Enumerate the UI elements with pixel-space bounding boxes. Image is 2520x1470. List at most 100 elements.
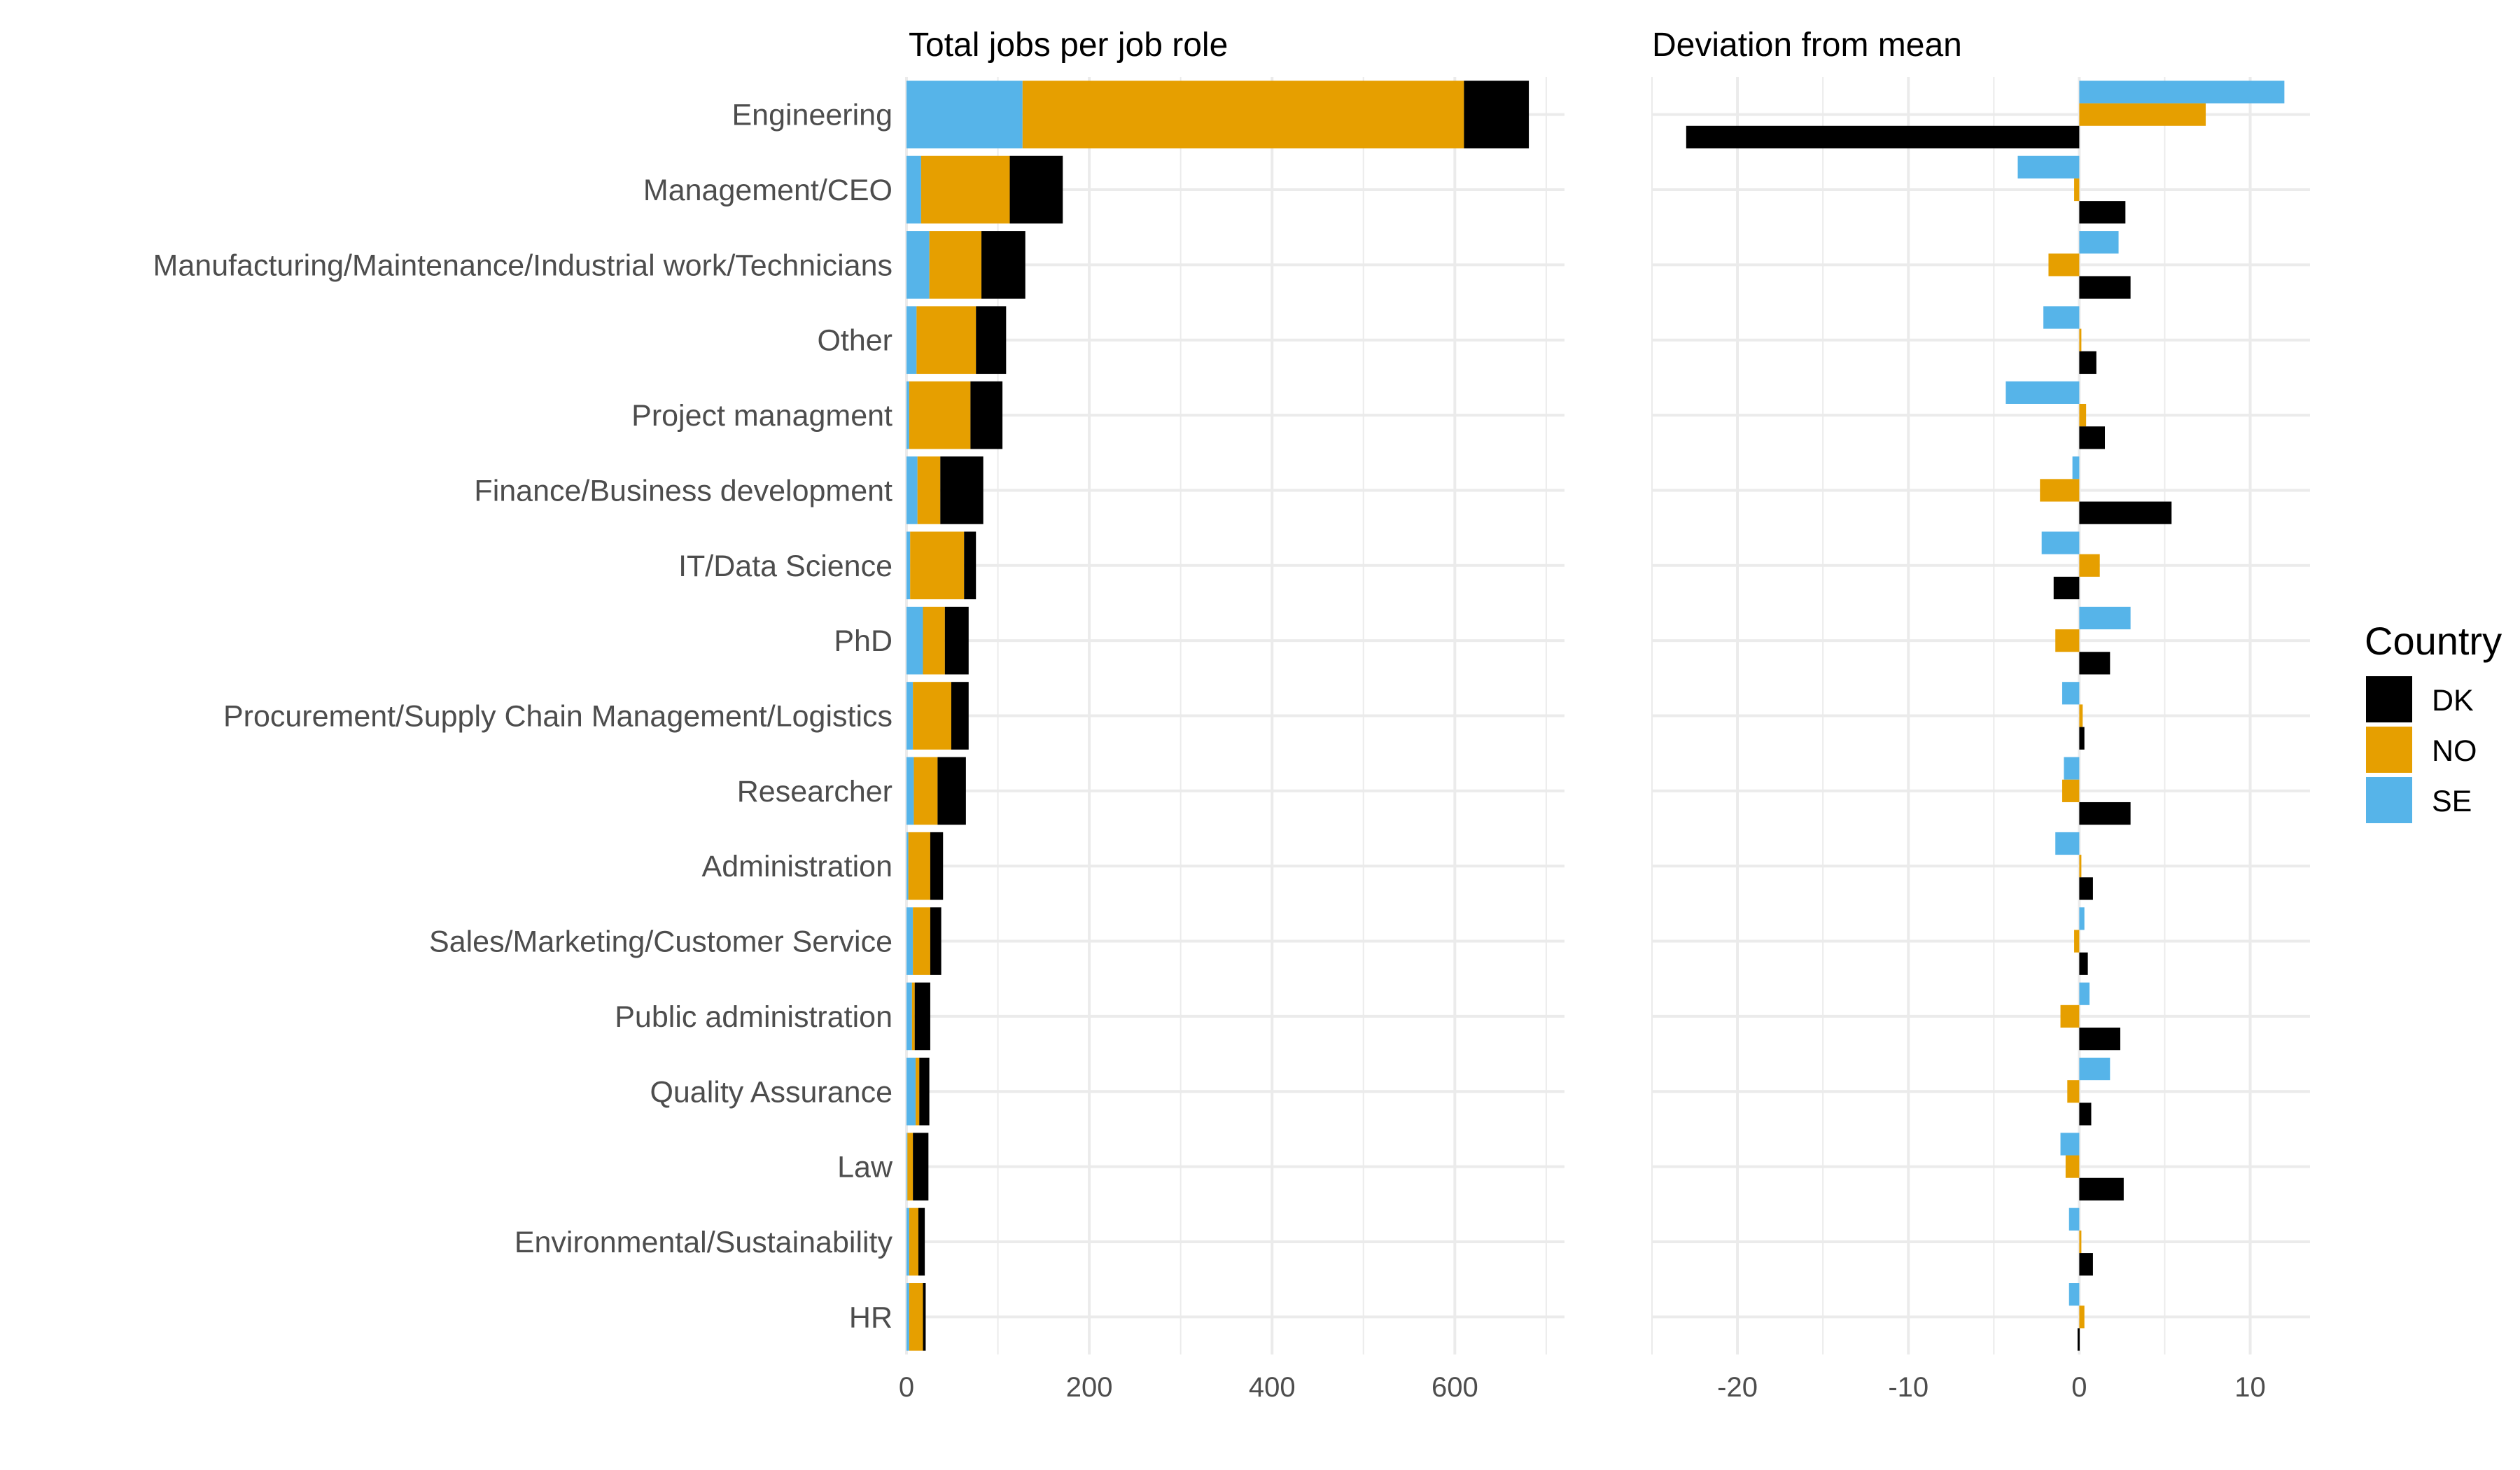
bar-dk-management-ceo bbox=[1009, 155, 1063, 224]
deviation-bar-dk-management-ceo bbox=[2079, 201, 2126, 224]
bar-no-phd bbox=[923, 606, 945, 675]
category-labels: Engineering Management/CEO Manufacturing/M… bbox=[153, 99, 893, 1335]
deviation-bar-se-other bbox=[2043, 306, 2080, 329]
bar-no-finance-business-development bbox=[917, 456, 941, 524]
bar-se-researcher bbox=[906, 757, 914, 825]
deviation-bar-dk-researcher bbox=[2079, 802, 2131, 825]
deviation-bar-dk-phd bbox=[2079, 652, 2110, 675]
category-label-finance-business-development: Finance/Business development bbox=[474, 474, 892, 507]
right-x-tick-10: -10 bbox=[1888, 1372, 1928, 1403]
deviation-bar-dk-public-administration bbox=[2079, 1028, 2120, 1051]
deviation-bar-dk-other bbox=[2079, 351, 2096, 374]
right-x-tick-10: 10 bbox=[2234, 1372, 2266, 1403]
bar-se-project-managment bbox=[906, 381, 909, 449]
bar-no-procurement-supply-chain-management-logistics bbox=[913, 682, 951, 750]
category-label-phd: PhD bbox=[834, 624, 892, 658]
bar-no-hr bbox=[909, 1283, 923, 1351]
deviation-bar-se-law bbox=[2060, 1133, 2080, 1156]
bar-no-public-administration bbox=[911, 982, 915, 1051]
deviation-bar-dk-hr bbox=[2077, 1328, 2080, 1351]
bar-no-law bbox=[907, 1133, 913, 1200]
bar-se-it-data-science bbox=[906, 531, 911, 600]
deviation-bar-se-manufacturing-maintenance-industrial-work-technicians bbox=[2079, 231, 2119, 254]
deviation-bar-se-sales-marketing-customer-service bbox=[2079, 907, 2085, 930]
bar-se-manufacturing-maintenance-industrial-work-technicians bbox=[906, 231, 930, 299]
bar-dk-administration bbox=[930, 832, 944, 900]
deviation-bar-no-other bbox=[2079, 328, 2082, 351]
legend-swatch-dk bbox=[2366, 676, 2412, 722]
category-label-administration: Administration bbox=[702, 850, 892, 883]
right-panel-grid bbox=[1651, 77, 2310, 1354]
bar-se-hr bbox=[906, 1283, 909, 1351]
deviation-bar-no-environmental-sustainability bbox=[2079, 1230, 2082, 1254]
category-label-it-data-science: IT/Data Science bbox=[678, 550, 892, 583]
bar-no-it-data-science bbox=[910, 531, 965, 600]
left-x-tick-600: 600 bbox=[1432, 1372, 1478, 1403]
deviation-bar-no-it-data-science bbox=[2079, 554, 2100, 577]
deviation-bar-dk-manufacturing-maintenance-industrial-work-technicians bbox=[2079, 276, 2131, 299]
bar-dk-engineering bbox=[1464, 80, 1530, 148]
deviation-bar-no-hr bbox=[2079, 1306, 2085, 1329]
deviation-bar-dk-environmental-sustainability bbox=[2079, 1253, 2093, 1276]
legend-label-dk: DK bbox=[2432, 684, 2474, 718]
deviation-bar-se-hr bbox=[2068, 1283, 2080, 1306]
left-panel-title: Total jobs per job role bbox=[909, 27, 1228, 64]
right-x-tick-labels: -20 -10 0 10 bbox=[1717, 1372, 2266, 1403]
deviation-bar-se-engineering bbox=[2079, 80, 2285, 104]
category-label-sales-marketing-customer-service: Sales/Marketing/Customer Service bbox=[429, 925, 892, 959]
deviation-bar-no-manufacturing-maintenance-industrial-work-technicians bbox=[2048, 253, 2080, 276]
deviation-bar-no-finance-business-development bbox=[2040, 479, 2080, 502]
deviation-bar-se-project-managment bbox=[2005, 381, 2080, 404]
deviation-bar-dk-law bbox=[2079, 1177, 2124, 1200]
bar-se-engineering bbox=[906, 80, 1023, 148]
bar-dk-finance-business-development bbox=[940, 456, 983, 524]
bar-dk-procurement-supply-chain-management-logistics bbox=[951, 682, 969, 750]
bar-dk-researcher bbox=[937, 757, 966, 825]
left-x-tick-200: 200 bbox=[1066, 1372, 1113, 1403]
deviation-bar-no-sales-marketing-customer-service bbox=[2074, 930, 2080, 953]
category-label-procurement-supply-chain-management-logistics: Procurement/Supply Chain Management/Logi… bbox=[223, 700, 892, 734]
bar-no-sales-marketing-customer-service bbox=[913, 907, 930, 975]
bar-no-other bbox=[916, 306, 976, 374]
bar-no-environmental-sustainability bbox=[909, 1208, 918, 1276]
bar-se-public-administration bbox=[906, 982, 912, 1051]
bar-dk-public-administration bbox=[914, 982, 930, 1051]
deviation-bar-no-public-administration bbox=[2060, 1004, 2080, 1028]
bar-se-environmental-sustainability bbox=[906, 1208, 909, 1276]
bar-no-project-managment bbox=[909, 381, 971, 449]
legend: Country DK NO SE bbox=[2365, 619, 2502, 823]
deviation-bar-se-procurement-supply-chain-management-logistics bbox=[2062, 682, 2080, 705]
bar-se-finance-business-development bbox=[906, 456, 918, 524]
category-label-law: Law bbox=[837, 1151, 893, 1184]
right-panel-title: Deviation from mean bbox=[1652, 27, 1962, 64]
bar-dk-project-managment bbox=[970, 381, 1003, 449]
category-label-quality-assurance: Quality Assurance bbox=[650, 1075, 892, 1109]
bar-no-engineering bbox=[1022, 80, 1464, 148]
bar-dk-sales-marketing-customer-service bbox=[930, 907, 941, 975]
legend-label-no: NO bbox=[2432, 734, 2477, 768]
deviation-bar-dk-it-data-science bbox=[2053, 576, 2080, 600]
category-label-project-managment: Project managment bbox=[631, 399, 892, 433]
deviation-bar-dk-engineering bbox=[1686, 125, 2080, 148]
deviation-bar-se-quality-assurance bbox=[2079, 1057, 2110, 1081]
bar-se-phd bbox=[906, 606, 923, 675]
bar-se-management-ceo bbox=[906, 155, 921, 224]
category-label-manufacturing-maintenance-industrial-work-technicians: Manufacturing/Maintenance/Industrial wor… bbox=[153, 248, 892, 282]
deviation-bar-no-procurement-supply-chain-management-logistics bbox=[2079, 704, 2083, 727]
bar-se-administration bbox=[906, 832, 909, 900]
category-label-hr: HR bbox=[849, 1301, 892, 1334]
bar-dk-hr bbox=[923, 1283, 926, 1351]
left-panel-bars bbox=[906, 80, 1530, 1351]
deviation-bar-dk-project-managment bbox=[2079, 426, 2106, 449]
legend-label-se: SE bbox=[2432, 785, 2472, 818]
bar-dk-law bbox=[913, 1133, 929, 1200]
right-x-tick-0: 0 bbox=[2071, 1372, 2087, 1403]
bar-se-other bbox=[906, 306, 917, 374]
left-x-tick-0: 0 bbox=[899, 1372, 914, 1403]
bar-se-law bbox=[906, 1133, 908, 1200]
deviation-bar-no-engineering bbox=[2079, 103, 2206, 126]
bar-no-administration bbox=[908, 832, 930, 900]
deviation-bar-no-project-managment bbox=[2079, 403, 2087, 427]
deviation-bar-se-administration bbox=[2055, 832, 2080, 855]
